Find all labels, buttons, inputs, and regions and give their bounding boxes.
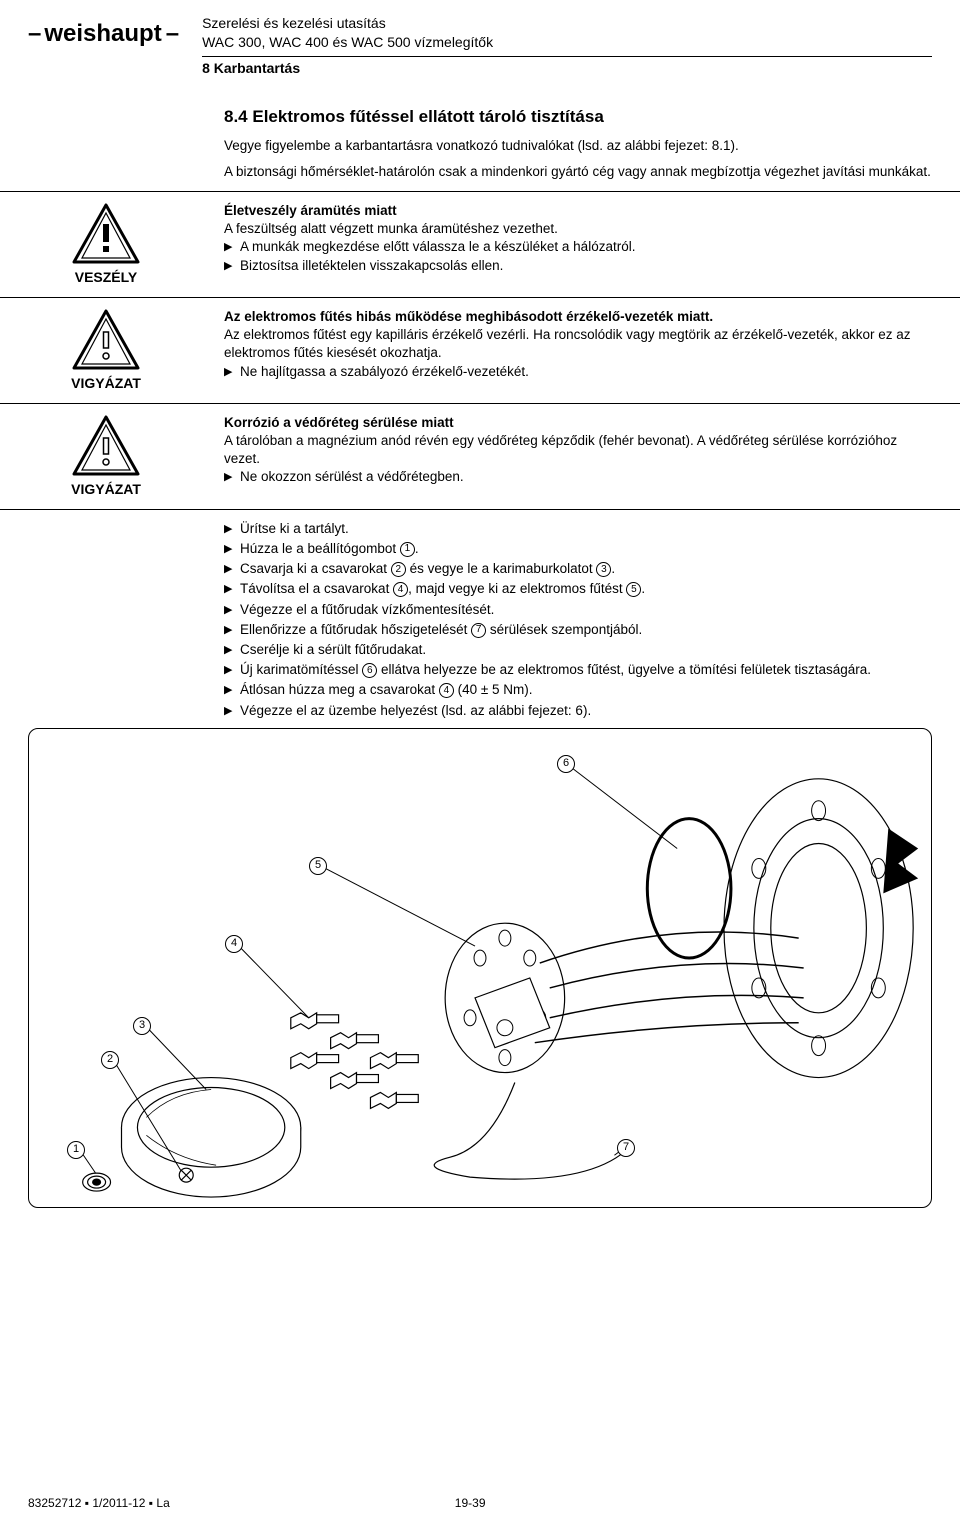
separator-4 (0, 509, 960, 510)
fig-callout-4: 4 (225, 935, 243, 953)
warn1-title: Életveszély áramütés miatt (224, 202, 932, 220)
step-1: ▶Ürítse ki a tartályt. (224, 520, 932, 538)
section-intro: 8.4 Elektromos fűtéssel ellátott tároló … (224, 106, 932, 181)
callout-ref-7: 7 (471, 623, 486, 638)
warning-icon-wrap-1: VESZÉLY (28, 202, 184, 287)
callout-ref-1: 1 (400, 542, 415, 557)
callout-ref-4: 4 (393, 582, 408, 597)
warning-label-3: VIGYÁZAT (71, 480, 141, 499)
step-5: ▶Végezze el a fűtőrudak vízkőmentesítésé… (224, 601, 932, 619)
warn1-b1: ▶A munkák megkezdése előtt válassza le a… (224, 238, 932, 256)
step-4: ▶Távolítsa el a csavarokat 4, majd vegye… (224, 580, 932, 598)
exploded-diagram-box: 1 2 3 4 5 6 7 (28, 728, 932, 1208)
callout-ref-2: 2 (391, 562, 406, 577)
step-8: ▶Új karimatömítéssel 6 ellátva helyezze … (224, 661, 932, 679)
footer-doc-id: 83252712 ▪ 1/2011-12 ▪ La (28, 1495, 435, 1511)
fig-callout-7: 7 (617, 1139, 635, 1157)
page-header: – weishaupt – Szerelési és kezelési utas… (28, 14, 932, 78)
header-chapter: 8 Karbantartás (202, 59, 932, 78)
callout-ref-4b: 4 (439, 683, 454, 698)
section-p1: Vegye figyelembe a karbantartásra vonatk… (224, 137, 932, 155)
header-text-block: Szerelési és kezelési utasítás WAC 300, … (202, 14, 932, 78)
warn2-b1: ▶Ne hajlítgassa a szabályozó érzékelő-ve… (224, 363, 932, 381)
warning-icon-wrap-2: VIGYÁZAT (28, 308, 184, 393)
separator-2 (0, 297, 960, 298)
brand-text: weishaupt (44, 18, 161, 50)
hazard-caution-icon (70, 308, 142, 372)
warning-body-2: Az elektromos fűtés hibás működése meghi… (224, 308, 932, 381)
step-9: ▶Átlósan húzza meg a csavarokat 4 (40 ± … (224, 681, 932, 699)
section-title: 8.4 Elektromos fűtéssel ellátott tároló … (224, 106, 932, 129)
section-p2: A biztonsági hőmérséklet-határolón csak … (224, 163, 932, 181)
footer-page-num: 19-39 (435, 1495, 932, 1511)
warning-caution-2: VIGYÁZAT Korrózió a védőréteg sérülése m… (28, 414, 932, 499)
fig-callout-3: 3 (133, 1017, 151, 1035)
bullet-marker: ▶ (224, 238, 234, 256)
callout-ref-3: 3 (596, 562, 611, 577)
warn3-text: A tárolóban a magnézium anód révén egy v… (224, 432, 932, 468)
step-6: ▶Ellenőrizze a fűtőrudak hőszigetelését … (224, 621, 932, 639)
warn1-b2: ▶Biztosítsa illetéktelen visszakapcsolás… (224, 257, 932, 275)
warn3-b1: ▶Ne okozzon sérülést a védőrétegben. (224, 468, 932, 486)
separator-1 (0, 191, 960, 192)
step-3: ▶Csavarja ki a csavarokat 2 és vegye le … (224, 560, 932, 578)
fig-callout-2: 2 (101, 1051, 119, 1069)
warning-caution-1: VIGYÁZAT Az elektromos fűtés hibás működ… (28, 308, 932, 393)
warning-label-1: VESZÉLY (75, 268, 138, 287)
brand-logo: – weishaupt – (28, 14, 178, 50)
hazard-caution-icon (70, 414, 142, 478)
step-7: ▶Cserélje ki a sérült fűtőrudakat. (224, 641, 932, 659)
warn2-title: Az elektromos fűtés hibás működése meghi… (224, 308, 932, 326)
step-10: ▶Végezze el az üzembe helyezést (lsd. az… (224, 702, 932, 720)
callout-ref-6: 6 (362, 663, 377, 678)
warn2-text: Az elektromos fűtést egy kapilláris érzé… (224, 326, 932, 362)
hazard-danger-icon (70, 202, 142, 266)
fig-callout-6: 6 (557, 755, 575, 773)
warn3-title: Korrózió a védőréteg sérülése miatt (224, 414, 932, 432)
procedure-steps: ▶Ürítse ki a tartályt. ▶Húzza le a beáll… (224, 520, 932, 720)
fig-callout-5: 5 (309, 857, 327, 875)
brand-dash-right: – (166, 18, 178, 50)
warning-icon-wrap-3: VIGYÁZAT (28, 414, 184, 499)
brand-dash-left: – (28, 18, 40, 50)
step-2: ▶Húzza le a beállítógombot 1. (224, 540, 932, 558)
warn1-text: A feszültség alatt végzett munka áramüté… (224, 220, 932, 238)
warning-body-3: Korrózió a védőréteg sérülése miatt A tá… (224, 414, 932, 487)
page-footer: 83252712 ▪ 1/2011-12 ▪ La 19-39 (28, 1495, 932, 1511)
warning-label-2: VIGYÁZAT (71, 374, 141, 393)
bullet-marker: ▶ (224, 468, 234, 486)
bullet-marker: ▶ (224, 363, 234, 381)
separator-3 (0, 403, 960, 404)
warning-body-1: Életveszély áramütés miatt A feszültség … (224, 202, 932, 275)
warning-danger: VESZÉLY Életveszély áramütés miatt A fes… (28, 202, 932, 287)
header-line-1: Szerelési és kezelési utasítás (202, 14, 932, 33)
bullet-marker: ▶ (224, 257, 234, 275)
header-line-2: WAC 300, WAC 400 és WAC 500 vízmelegítők (202, 33, 932, 52)
callout-ref-5: 5 (626, 582, 641, 597)
exploded-diagram-svg (29, 729, 931, 1207)
header-rule (202, 56, 932, 57)
fig-callout-1: 1 (67, 1141, 85, 1159)
